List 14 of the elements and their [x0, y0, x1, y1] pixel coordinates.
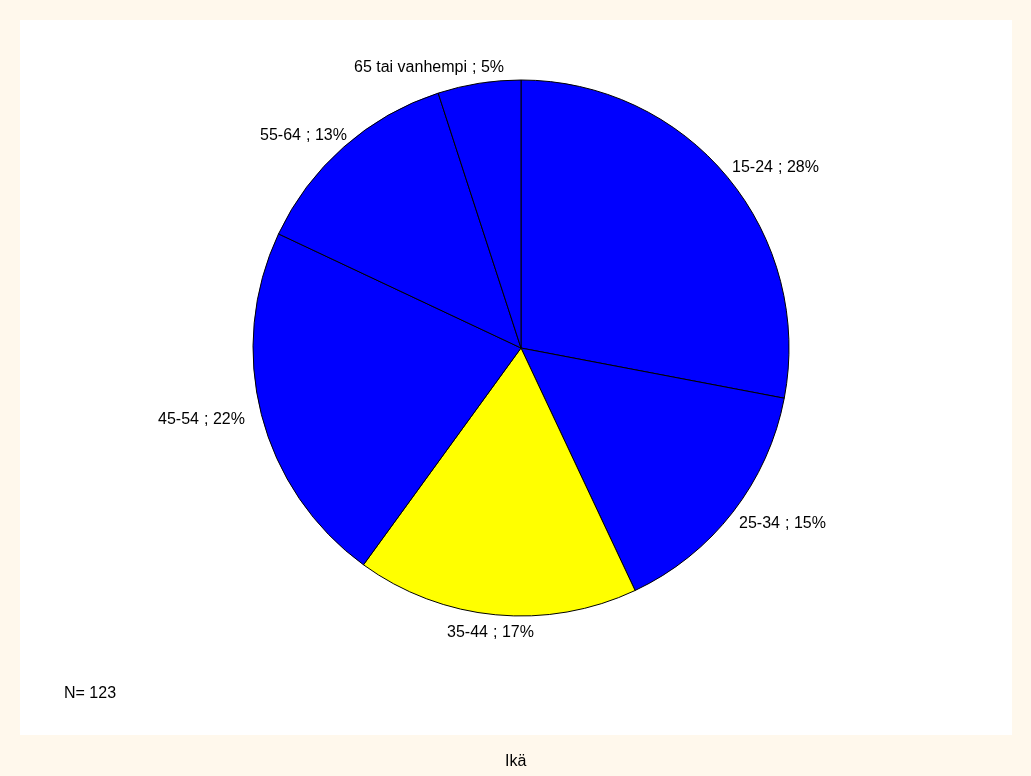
slice-label: 25-34 [739, 514, 781, 531]
data-label: ; 17% [493, 623, 534, 640]
data-label: ; 22% [204, 410, 245, 427]
text: Ikä [505, 752, 527, 769]
slice-label: 65 tai vanhempi [354, 58, 467, 75]
slice-label: 15-24 [732, 158, 774, 175]
text: N= 123 [64, 684, 117, 701]
slice-label: 45-54 [158, 410, 200, 427]
data-label: ; 15% [785, 514, 826, 531]
slice-label: 35-44 [447, 623, 489, 640]
data-label: ; 5% [472, 58, 505, 75]
slice-label: 55-64 [260, 126, 302, 143]
data-label: ; 28% [778, 158, 819, 175]
data-label: ; 13% [306, 126, 347, 143]
